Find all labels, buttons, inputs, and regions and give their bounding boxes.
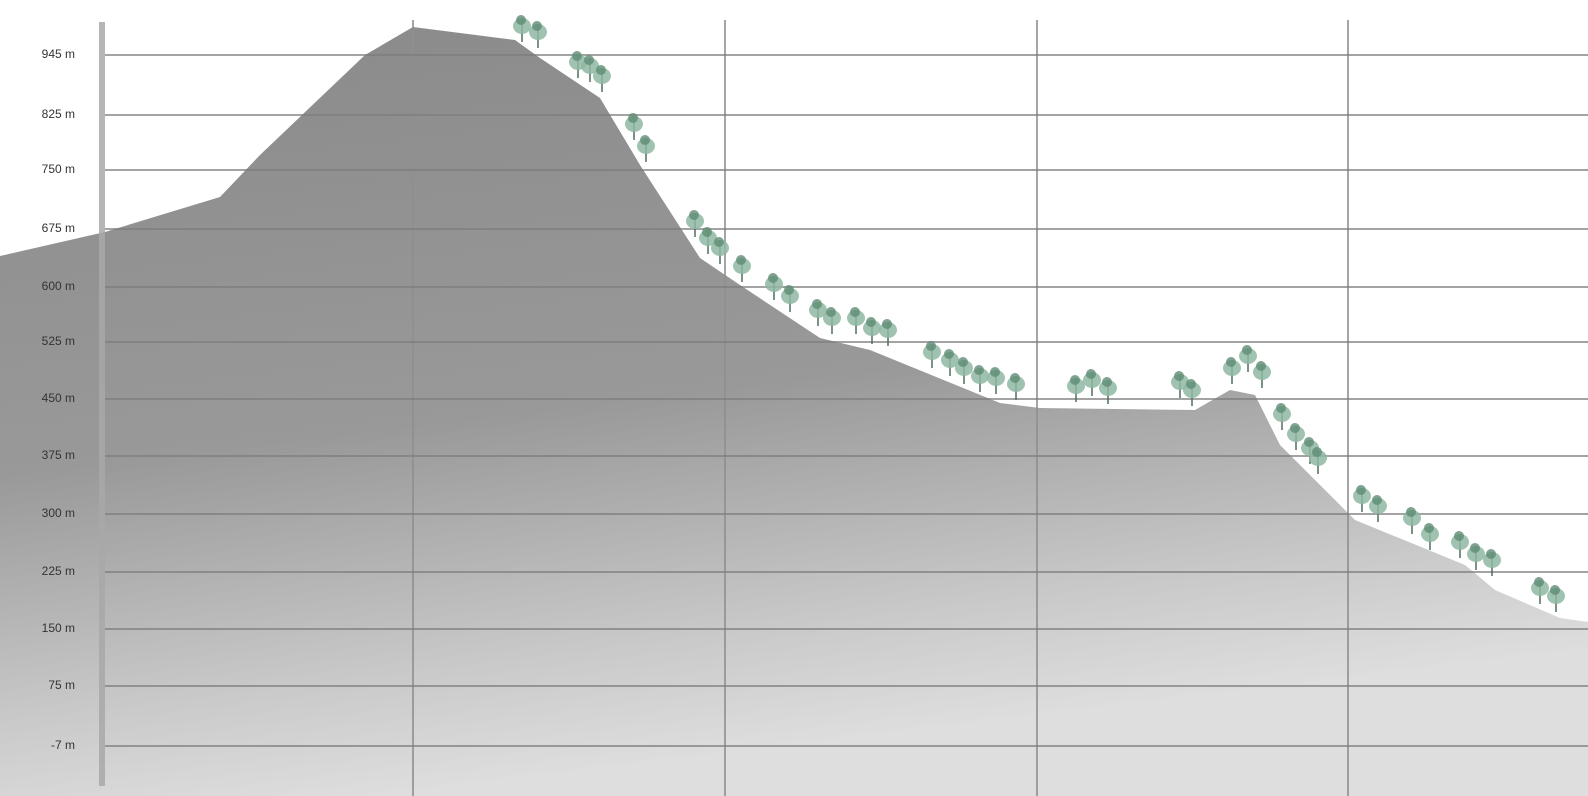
tree-crown — [572, 51, 582, 61]
axis-bar — [99, 22, 105, 786]
tree-crown — [628, 113, 638, 123]
tree-crown — [1086, 369, 1096, 379]
tree-crown — [1256, 361, 1266, 371]
tree-crown — [1534, 577, 1544, 587]
tree-crown — [1276, 403, 1286, 413]
tree-crown — [516, 15, 526, 25]
terrain — [0, 27, 1588, 796]
elevation-label: 225 m — [42, 564, 75, 578]
tree-crown — [1550, 585, 1560, 595]
tree-crown — [958, 357, 968, 367]
tree-crown — [768, 273, 778, 283]
tree-crown — [532, 21, 542, 31]
tree-crown — [812, 299, 822, 309]
tree-crown — [1424, 523, 1434, 533]
tree-crown — [1226, 357, 1236, 367]
tree-crown — [944, 349, 954, 359]
elevation-label: 150 m — [42, 621, 75, 635]
tree-crown — [1186, 379, 1196, 389]
tree-crown — [736, 255, 746, 265]
tree-crown — [826, 307, 836, 317]
elevation-label: 825 m — [42, 107, 75, 121]
tree-crown — [1102, 377, 1112, 387]
tree-crown — [882, 319, 892, 329]
tree-crown — [584, 55, 594, 65]
tree-crown — [689, 210, 699, 220]
tree-crown — [714, 237, 724, 247]
tree-crown — [1454, 531, 1464, 541]
elevation-label: 75 m — [48, 678, 75, 692]
elevation-label: 750 m — [42, 162, 75, 176]
tree-crown — [702, 227, 712, 237]
tree-crown — [1242, 345, 1252, 355]
tree-crown — [1372, 495, 1382, 505]
tree-crown — [1486, 549, 1496, 559]
tree-crown — [1070, 375, 1080, 385]
tree-crown — [640, 135, 650, 145]
tree-crown — [1174, 371, 1184, 381]
elevation-label: 375 m — [42, 448, 75, 462]
tree-crown — [850, 307, 860, 317]
tree-crown — [926, 341, 936, 351]
tree-crown — [1356, 485, 1366, 495]
elevation-label: -7 m — [51, 738, 75, 752]
tree-crown — [596, 65, 606, 75]
elevation-label: 945 m — [42, 47, 75, 61]
elevation-label: 600 m — [42, 279, 75, 293]
tree-crown — [974, 365, 984, 375]
tree-crown — [1406, 507, 1416, 517]
tree-crown — [990, 367, 1000, 377]
elevation-label: 675 m — [42, 221, 75, 235]
elevation-profile: 945 m 825 m 750 m 675 m 600 m 525 m 450 m 375 m… — [0, 0, 1588, 796]
elevation-label: 525 m — [42, 334, 75, 348]
elevation-label: 450 m — [42, 391, 75, 405]
tree-crown — [1290, 423, 1300, 433]
tree-crown — [1470, 543, 1480, 553]
tree-crown — [1304, 437, 1314, 447]
tree-crown — [866, 317, 876, 327]
elevation-label: 300 m — [42, 506, 75, 520]
tree-crown — [784, 285, 794, 295]
tree-crown — [1010, 373, 1020, 383]
tree-crown — [1312, 447, 1322, 457]
